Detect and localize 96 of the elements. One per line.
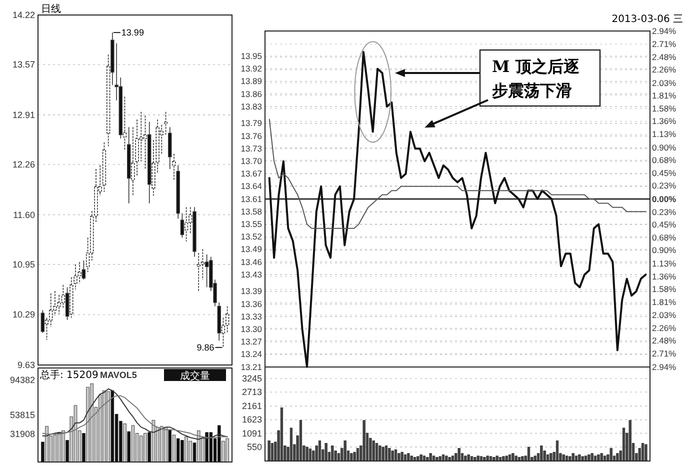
- series-label: MAVOL5: [100, 370, 137, 380]
- candlestick: [196, 252, 200, 292]
- candlestick: [225, 306, 230, 334]
- y-tick-label: 13.61: [240, 194, 262, 204]
- candlestick: [139, 111, 143, 162]
- y2-tick-label: 0.90%: [652, 245, 677, 256]
- y-tick-label: 2713: [242, 387, 262, 398]
- y2-tick-label: 1.36%: [652, 272, 677, 282]
- candlestick: [57, 294, 61, 314]
- annotation: 总手: 15209: [39, 369, 98, 381]
- annotation: 成交量: [180, 370, 210, 382]
- candlestick: [204, 254, 209, 288]
- annotation: M 顶之后逐步震荡下滑: [491, 57, 580, 100]
- y2-tick-label: 0.68%: [652, 154, 677, 165]
- y-tick-label: 13.24: [240, 349, 262, 360]
- y2-tick-label: 2.94%: [652, 362, 677, 372]
- y-tick-label: 13.73: [240, 143, 262, 154]
- y-tick-label: 1091: [242, 428, 262, 438]
- y2-tick-label: 0.68%: [652, 232, 677, 243]
- y2-tick-label: 1.13%: [652, 258, 677, 268]
- y-tick-label: 13.49: [240, 244, 262, 254]
- y2-tick-label: 1.58%: [652, 284, 677, 294]
- candlestick: [180, 212, 184, 238]
- y2-tick-label: 2.03%: [652, 310, 677, 320]
- y2-tick-label: 1.13%: [652, 129, 677, 140]
- y-tick-label: 13.79: [240, 118, 262, 128]
- y-tick-label: 13.57: [12, 60, 35, 70]
- y2-tick-label: 0.90%: [652, 142, 677, 152]
- y-tick-label: 13.67: [240, 168, 262, 179]
- y-tick-label: 13.64: [240, 181, 262, 192]
- y-tick-label: 13.58: [240, 206, 262, 216]
- y2-tick-label: 2.03%: [652, 78, 677, 88]
- y-tick-label: 13.46: [240, 256, 262, 267]
- line-series: [268, 51, 647, 368]
- y2-tick-label: 0.23%: [652, 206, 677, 217]
- y2-tick-label: 1.58%: [652, 104, 677, 114]
- y2-tick-label: 1.81%: [652, 90, 677, 100]
- y-tick-label: 9.63: [17, 360, 35, 370]
- y-tick-label: 1623: [242, 414, 262, 425]
- y-tick-label: 13.27: [240, 336, 262, 347]
- annotation: 13.99: [121, 28, 144, 38]
- y-tick-label: 53815: [10, 410, 35, 420]
- candlestick: [49, 292, 53, 328]
- y-tick-label: 31908: [10, 429, 35, 440]
- y-tick-label: 13.83: [240, 101, 262, 112]
- candlestick: [164, 111, 168, 136]
- y-tick-label: 13.89: [240, 76, 262, 86]
- y-tick-label: 550: [246, 442, 262, 452]
- y-tick-label: 11.60: [13, 210, 35, 220]
- y-tick-label: 13.76: [240, 130, 262, 141]
- y-tick-label: 3245: [242, 374, 262, 384]
- candlestick: [40, 310, 45, 334]
- y2-tick-label: 2.48%: [652, 336, 677, 346]
- y-tick-label: 10.29: [12, 310, 35, 320]
- y2-tick-label: 0.00%: [652, 194, 677, 204]
- candlestick: [168, 126, 172, 170]
- y2-tick-label: 0.45%: [652, 220, 677, 230]
- y-tick-label: 13.86: [240, 88, 262, 99]
- line-series: [42, 388, 228, 440]
- candlestick: [184, 206, 188, 242]
- y2-tick-label: 0.45%: [652, 168, 677, 178]
- y-tick-label: 13.33: [240, 311, 262, 322]
- y-tick-label: 13.21: [240, 362, 262, 372]
- y2-tick-label: 1.36%: [652, 116, 677, 126]
- y2-tick-label: 2.94%: [652, 26, 677, 36]
- candlestick: [200, 248, 205, 280]
- text: 2013-03-06 三: [612, 14, 683, 25]
- y-tick-label: 13.30: [240, 324, 262, 334]
- y-tick-label: 12.91: [12, 110, 35, 120]
- y-tick-label: 10.95: [12, 259, 35, 270]
- y2-tick-label: 2.26%: [652, 322, 677, 333]
- y2-tick-label: 2.48%: [652, 52, 677, 62]
- candlestick: [65, 286, 70, 320]
- candlestick: [78, 262, 82, 284]
- candlestick: [82, 260, 86, 280]
- y2-tick-label: 0.23%: [652, 180, 677, 191]
- y-tick-label: 13.92: [240, 64, 262, 74]
- y-tick-label: 13.39: [240, 286, 262, 296]
- y2-tick-label: 2.71%: [652, 38, 677, 49]
- y-tick-label: 14.22: [12, 10, 35, 20]
- line-series: [42, 395, 228, 438]
- y-tick-label: 13.43: [240, 269, 262, 280]
- y2-tick-label: 1.81%: [652, 297, 677, 308]
- y-tick-label: 13.70: [240, 156, 262, 166]
- annotation: 日线: [41, 3, 61, 15]
- y-tick-label: 13.95: [240, 51, 262, 62]
- annotation: 9.86: [196, 342, 214, 352]
- y-tick-label: 13.52: [240, 232, 262, 242]
- y-tick-label: 13.36: [240, 298, 262, 309]
- y-tick-label: 94382: [10, 374, 35, 385]
- y-tick-label: 2161: [242, 401, 262, 412]
- y2-tick-label: 2.26%: [652, 64, 677, 75]
- line-series: [268, 118, 646, 229]
- y-tick-label: 13.55: [240, 219, 262, 230]
- y2-tick-label: 2.71%: [652, 348, 677, 359]
- y-tick-label: 12.26: [12, 159, 35, 170]
